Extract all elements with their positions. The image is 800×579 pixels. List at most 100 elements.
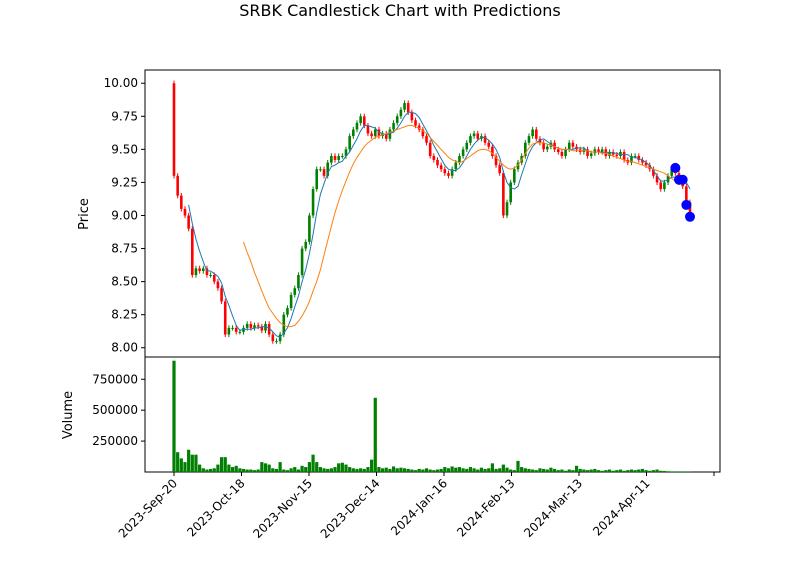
volume-bar: [271, 468, 275, 472]
candle-body: [406, 103, 410, 113]
volume-bar: [454, 467, 458, 472]
volume-bar: [472, 468, 476, 472]
candle-body: [194, 268, 198, 275]
candle-body: [447, 173, 450, 176]
candle-body: [180, 195, 183, 209]
candle-body: [571, 142, 575, 147]
volume-bar: [176, 452, 180, 472]
volume-bar: [556, 470, 560, 472]
candle-body: [205, 268, 209, 275]
price-plot-area: [144, 69, 721, 358]
volume-bar: [552, 468, 557, 472]
candle-body: [319, 169, 322, 171]
volume-bar: [662, 471, 666, 472]
volume-bar: [223, 457, 227, 472]
volume-bar: [370, 459, 374, 472]
volume-bar: [384, 467, 388, 472]
candle-body: [223, 301, 227, 335]
candle-body: [198, 268, 201, 272]
volume-bar: [509, 469, 513, 472]
candle-body: [278, 334, 282, 342]
volume-bar: [410, 469, 414, 472]
candle-body: [560, 152, 564, 156]
volume-bar: [267, 464, 271, 472]
volume-bar: [315, 462, 319, 472]
candle-body: [399, 109, 403, 117]
volume-bar: [293, 467, 297, 472]
price-y-tick-label: 9.75: [111, 109, 138, 123]
volume-bar: [179, 458, 183, 472]
volume-bar: [494, 468, 498, 472]
candle-body: [622, 152, 626, 160]
volume-bar: [219, 457, 224, 472]
volume-bar: [208, 468, 213, 472]
volume-bar: [359, 468, 363, 472]
volume-bar: [333, 467, 337, 472]
volume-bar: [300, 465, 304, 472]
volume-bar: [366, 467, 370, 472]
candle-body: [392, 122, 395, 130]
price-marks: [172, 80, 695, 344]
volume-bar: [289, 468, 293, 472]
volume-bar: [355, 468, 359, 472]
volume-y-tick-label: 250000: [92, 434, 138, 448]
volume-bar: [424, 468, 429, 472]
candle-body: [286, 308, 289, 315]
volume-bar: [227, 464, 231, 472]
volume-bar: [443, 467, 447, 472]
candle-body: [403, 103, 406, 110]
volume-bar: [465, 468, 469, 472]
volume-bar: [428, 469, 432, 472]
volume-y-axis-label: Volume: [61, 391, 76, 439]
volume-bar: [318, 467, 322, 472]
candle-body: [201, 268, 205, 272]
volume-bar: [461, 468, 465, 472]
volume-bar: [413, 470, 418, 472]
candle-body: [362, 116, 366, 126]
candle-body: [655, 175, 659, 183]
prediction-marker: [677, 174, 688, 185]
x-tick-label: 2024-Mar-13: [521, 476, 585, 540]
volume-bar: [596, 470, 601, 472]
volume-bar: [527, 468, 531, 472]
volume-bar: [187, 449, 191, 472]
candle-body: [619, 152, 622, 156]
volume-bar: [670, 471, 674, 472]
candle-body: [421, 129, 425, 137]
candle-body: [641, 159, 644, 163]
volume-bar: [600, 470, 604, 472]
volume-bar: [296, 469, 301, 472]
candle-body: [282, 314, 286, 335]
candle-body: [227, 327, 231, 335]
prediction-marker: [681, 199, 692, 210]
price-y-tick-label: 8.50: [111, 275, 138, 289]
volume-bar: [585, 470, 590, 472]
price-y-tick-label: 8.75: [111, 242, 138, 256]
volume-bar: [282, 469, 286, 472]
candle-body: [450, 169, 454, 176]
candle-body: [333, 155, 337, 160]
volume-bar: [476, 469, 480, 472]
candle-body: [377, 129, 381, 137]
volume-bar: [362, 468, 366, 472]
candle-body: [341, 155, 344, 157]
volume-bar: [684, 471, 688, 472]
volume-bar: [659, 470, 663, 472]
price-y-axis: 8.00 8.25 8.50 8.75 9.00 9.25 9.50 9.75 10.00: [104, 76, 145, 355]
candle-body: [337, 155, 340, 160]
candle-body: [633, 155, 637, 157]
volume-bar: [512, 470, 516, 472]
volume-bar: [337, 463, 341, 472]
volume-bar: [399, 467, 403, 472]
candle-body: [663, 182, 666, 190]
candle-body: [410, 112, 414, 121]
candle-body: [436, 159, 439, 166]
volume-y-tick-label: 500000: [92, 403, 138, 417]
candle-body: [666, 175, 670, 183]
candle-body: [589, 153, 593, 156]
candle-body: [615, 154, 619, 156]
candle-body: [542, 142, 545, 150]
volume-bar: [241, 468, 246, 472]
candle-body: [275, 341, 278, 343]
